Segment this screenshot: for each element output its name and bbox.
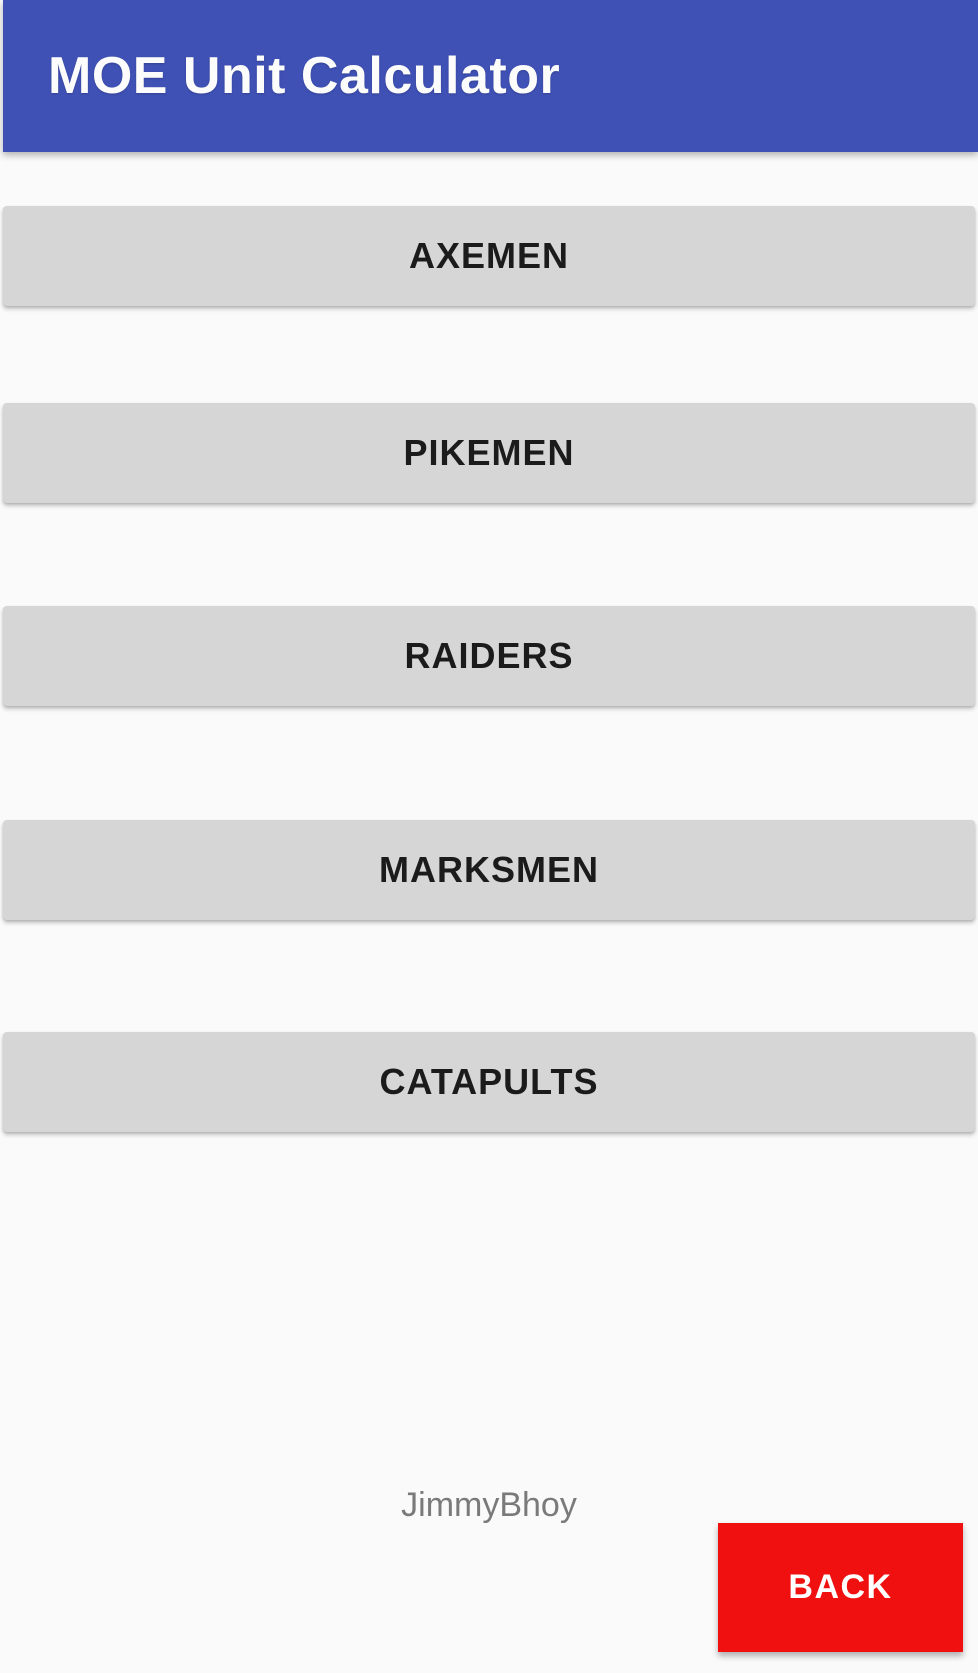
unit-button-axemen[interactable]: AXEMEN <box>3 206 975 306</box>
unit-button-marksmen[interactable]: MARKSMEN <box>3 820 975 920</box>
unit-button-catapults[interactable]: CATAPULTS <box>3 1032 975 1132</box>
unit-button-pikemen[interactable]: PIKEMEN <box>3 403 975 503</box>
app-bar: MOE Unit Calculator <box>3 0 978 152</box>
credit-text: JimmyBhoy <box>401 1486 577 1524</box>
back-button[interactable]: BACK <box>718 1523 963 1652</box>
app-title: MOE Unit Calculator <box>48 47 561 105</box>
unit-button-raiders[interactable]: RAIDERS <box>3 606 975 706</box>
